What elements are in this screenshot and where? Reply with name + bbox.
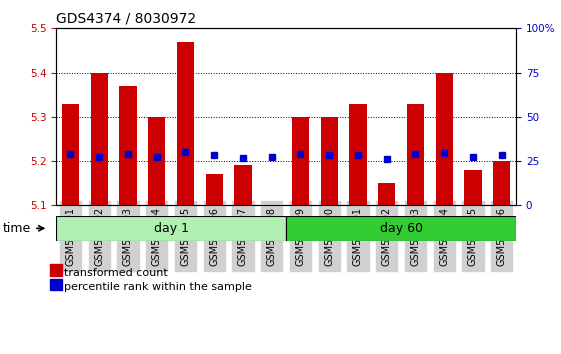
Bar: [119, 86, 136, 205]
Bar: [435, 73, 453, 205]
Bar: [62, 104, 79, 205]
Bar: [286, 216, 516, 241]
Legend: transformed count, percentile rank within the sample: transformed count, percentile rank withi…: [50, 268, 252, 292]
Text: time: time: [3, 222, 44, 235]
Bar: [292, 117, 309, 205]
Bar: [407, 104, 424, 205]
Bar: [205, 175, 223, 205]
Bar: [234, 165, 251, 205]
Text: day 1: day 1: [154, 222, 188, 235]
Bar: [90, 73, 108, 205]
Bar: [465, 170, 481, 205]
Text: day 60: day 60: [380, 222, 422, 235]
Bar: [350, 104, 366, 205]
Bar: [320, 117, 338, 205]
Bar: [148, 117, 165, 205]
Bar: [493, 161, 511, 205]
Text: GDS4374 / 8030972: GDS4374 / 8030972: [56, 12, 196, 26]
Bar: [378, 183, 396, 205]
Bar: [56, 216, 286, 241]
Bar: [177, 42, 194, 205]
